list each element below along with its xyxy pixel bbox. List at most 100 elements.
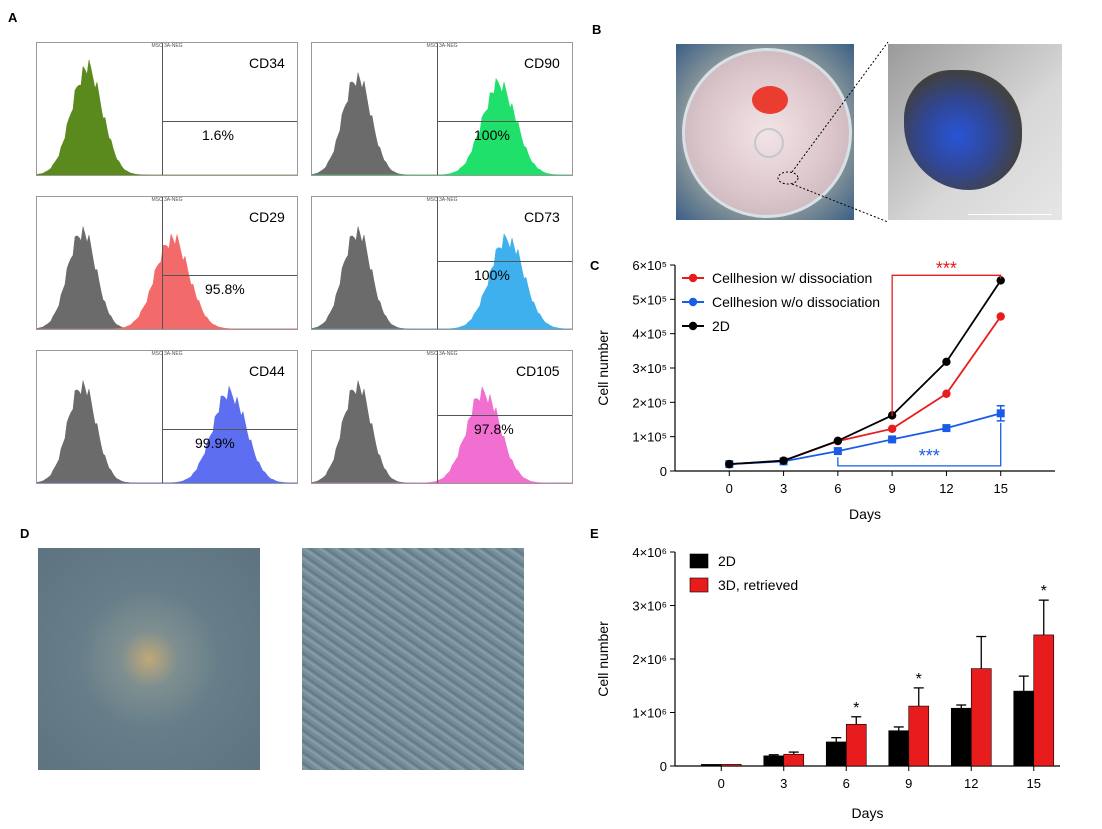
bar (1033, 634, 1055, 767)
positive-population-histogram (37, 386, 297, 483)
x-tick-label: 15 (1027, 776, 1041, 791)
flow-header: MSC 3A-NEG (426, 43, 458, 49)
series-line (729, 412, 1001, 466)
y-tick-label: 2×10⁵ (632, 395, 667, 410)
bar (950, 707, 972, 767)
panel-label-e: E (590, 526, 599, 541)
legend-label: Cellhesion w/o dissociation (712, 294, 880, 310)
marker-label: CD34 (249, 55, 285, 71)
marker-label: CD29 (249, 209, 285, 225)
gate-line (437, 121, 572, 122)
isotype-control-histogram (312, 72, 572, 175)
y-axis-title: Cell number (595, 621, 611, 697)
gate-divider (162, 197, 163, 329)
positive-population-histogram (312, 77, 572, 175)
x-tick-label: 9 (889, 481, 896, 496)
legend-label: 3D, retrieved (718, 577, 798, 593)
marker-label: CD105 (516, 363, 560, 379)
x-tick-label: 0 (726, 481, 733, 496)
spheroid-fluorescence-photo (888, 44, 1062, 220)
y-tick-label: 1×10⁶ (632, 706, 667, 721)
histogram-plot (312, 72, 572, 175)
legend-marker (688, 297, 698, 307)
legend-marker (688, 321, 698, 331)
bar (970, 668, 992, 767)
y-tick-label: 0 (660, 759, 667, 774)
histogram-plot (312, 226, 572, 329)
gate-line (162, 121, 297, 122)
positive-population-histogram (312, 385, 572, 483)
histogram-plot (37, 226, 297, 329)
bar (1013, 690, 1035, 767)
bar (888, 730, 910, 767)
significance-label-red: *** (936, 258, 957, 278)
gate-line (437, 415, 572, 416)
flow-histogram-cd44: MSC 3A-NEG CD44 99.9% (36, 350, 298, 484)
culture-dish-photo (676, 44, 854, 220)
x-tick-label: 9 (905, 776, 912, 791)
growth-line-chart: 0 1×10⁵ 2×10⁵ 3×10⁵ 4×10⁵ 5×10⁵ 6×10⁵ 0 3 6 9 12 15 D… (595, 258, 1055, 522)
y-tick-label: 3×10⁵ (632, 361, 667, 376)
legend-swatch (689, 577, 709, 593)
legend-label: Cellhesion w/ dissociation (712, 270, 872, 286)
positive-percentage: 100% (474, 127, 510, 143)
data-point (725, 459, 734, 469)
x-axis-title: Days (849, 506, 881, 522)
micrograph-spheroid-outgrowth (38, 548, 260, 770)
scale-bar (968, 214, 1052, 215)
data-point (779, 456, 788, 465)
gate-divider (437, 43, 438, 175)
legend-label: 2D (718, 553, 736, 569)
y-tick-label: 4×10⁶ (632, 545, 667, 560)
bar (783, 753, 805, 767)
data-point (996, 312, 1005, 321)
series-line (729, 315, 1002, 466)
spheroid-cluster (904, 70, 1022, 190)
x-tick-label: 6 (834, 481, 841, 496)
panel-label-a: A (8, 10, 18, 25)
flow-histogram-cd73: MSC 3A-NEG CD73 100% (311, 196, 573, 330)
significance-label-blue: *** (919, 446, 940, 466)
flow-header: MSC 3A-NEG (151, 351, 183, 357)
y-tick-label: 2×10⁶ (632, 652, 667, 667)
dish-red-spot (752, 86, 788, 114)
y-tick-label: 1×10⁵ (632, 430, 667, 445)
gate-line (162, 275, 297, 276)
significance-star: * (853, 700, 859, 717)
gate-line (162, 429, 297, 430)
x-tick-label: 12 (964, 776, 978, 791)
y-tick-label: 3×10⁶ (632, 599, 667, 614)
isotype-control-histogram (37, 226, 297, 329)
gate-divider (437, 351, 438, 483)
significance-star: * (916, 671, 922, 688)
data-point (996, 276, 1005, 285)
y-tick-label: 5×10⁵ (632, 292, 667, 307)
positive-percentage: 97.8% (474, 421, 514, 437)
positive-percentage: 99.9% (195, 435, 235, 451)
gate-divider (162, 43, 163, 175)
positive-population-histogram (37, 233, 297, 329)
x-tick-label: 0 (718, 776, 725, 791)
marker-label: CD44 (249, 363, 285, 379)
y-tick-label: 6×10⁵ (632, 258, 667, 273)
flow-header: MSC 3A-NEG (426, 197, 458, 203)
x-tick-label: 3 (780, 776, 787, 791)
cell-number-bar-chart: 0 1×10⁶ 2×10⁶ 3×10⁶ 4×10⁶ 0 3 6 * 9 * 12 15 * Days Cell… (595, 545, 1060, 821)
gate-line (437, 261, 572, 262)
series-line (729, 279, 1002, 466)
x-tick-label: 15 (993, 481, 1007, 496)
histogram-plot (37, 59, 297, 175)
y-tick-label: 0 (660, 464, 667, 479)
y-axis-title: Cell number (595, 330, 611, 406)
flow-header: MSC 3A-NEG (151, 197, 183, 203)
panel-label-c: C (590, 258, 600, 273)
isotype-control-histogram (37, 380, 297, 483)
x-tick-label: 6 (843, 776, 850, 791)
histogram-plot (312, 380, 572, 483)
gate-divider (162, 351, 163, 483)
panel-label-b: B (592, 22, 602, 37)
data-point (942, 357, 951, 367)
flow-histogram-cd34: MSC 3A-NEG CD34 1.6% (36, 42, 298, 176)
legend-label: 2D (712, 318, 730, 334)
flow-histogram-cd90: MSC 3A-NEG CD90 100% (311, 42, 573, 176)
